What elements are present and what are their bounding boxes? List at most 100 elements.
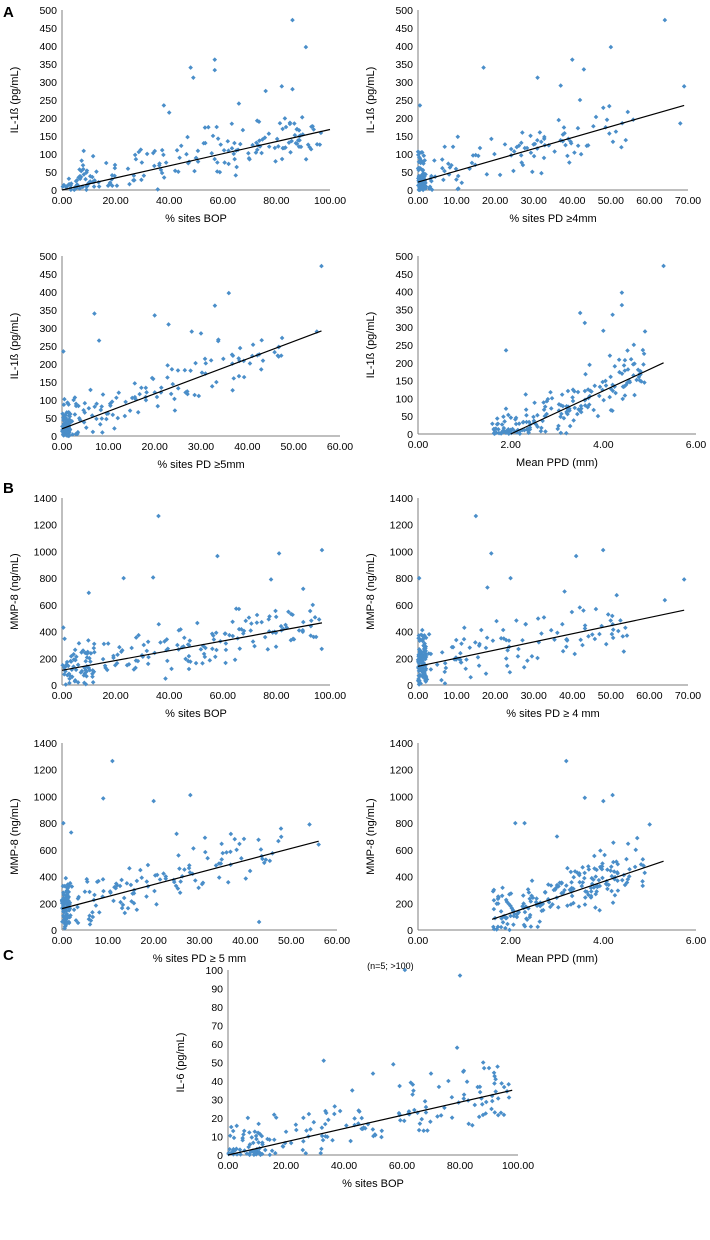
data-point — [575, 389, 581, 395]
data-point — [494, 618, 499, 624]
data-point — [163, 876, 169, 882]
data-point — [260, 1140, 265, 1145]
y-tick-label: 350 — [39, 305, 57, 317]
data-point — [202, 654, 208, 660]
data-point — [634, 835, 640, 841]
data-point — [504, 663, 510, 669]
data-point — [621, 384, 626, 390]
data-point — [186, 666, 192, 672]
data-point — [552, 887, 558, 892]
data-point — [67, 433, 72, 438]
data-point — [318, 130, 324, 136]
data-point — [498, 924, 504, 930]
data-point — [280, 126, 285, 132]
data-point — [155, 403, 161, 409]
data-point — [114, 183, 120, 189]
data-point — [68, 181, 74, 186]
x-tick-label: 60.00 — [636, 195, 662, 207]
data-point — [424, 677, 430, 682]
data-point — [67, 411, 73, 417]
x-tick-label: 100.00 — [502, 1160, 534, 1172]
data-point — [150, 376, 156, 382]
data-point — [78, 670, 84, 675]
data-point — [558, 402, 564, 408]
data-point — [129, 645, 134, 651]
y-tick-label: 250 — [395, 340, 413, 352]
x-tick-label: 50.00 — [598, 690, 624, 702]
data-point — [559, 411, 564, 417]
data-point — [470, 1122, 475, 1128]
data-point — [600, 547, 606, 553]
y-tick-label: 20 — [211, 1113, 223, 1125]
data-point — [77, 167, 82, 172]
y-tick-label: 200 — [39, 113, 57, 125]
data-point — [240, 631, 246, 636]
trend-line — [61, 330, 322, 430]
data-point — [454, 1045, 460, 1050]
data-point — [535, 424, 540, 430]
y-tick-label: 1200 — [34, 765, 58, 777]
data-point — [417, 649, 423, 655]
data-point — [495, 894, 501, 899]
data-point — [586, 864, 591, 869]
data-point — [558, 430, 564, 436]
y-tick-label: 400 — [39, 41, 57, 53]
data-point — [625, 877, 631, 882]
chart-a2: 0 50 100 150 200 250 300 350 400 450 500 0.00 10.00 2… — [365, 5, 701, 225]
data-point — [224, 850, 229, 855]
data-point — [69, 674, 75, 680]
data-point — [495, 901, 501, 906]
data-point — [495, 924, 501, 930]
data-point — [96, 184, 102, 189]
data-point — [118, 899, 123, 905]
y-tick-label: 450 — [39, 23, 57, 35]
x-tick-label: 60.00 — [636, 690, 662, 702]
data-point — [67, 901, 72, 907]
data-point — [580, 865, 585, 870]
data-point — [292, 132, 298, 138]
data-point — [428, 667, 434, 672]
data-point — [263, 88, 268, 94]
data-point — [449, 1094, 455, 1100]
data-point — [61, 349, 66, 354]
data-point — [582, 895, 588, 900]
data-point — [163, 676, 168, 681]
data-point — [446, 1078, 451, 1084]
y-tick-label: 450 — [39, 269, 57, 281]
data-point — [175, 386, 181, 391]
data-point — [541, 400, 546, 405]
data-point — [152, 390, 158, 395]
data-point — [71, 664, 76, 669]
data-point — [416, 159, 422, 165]
data-point — [199, 370, 205, 375]
data-point — [611, 840, 616, 845]
data-point — [203, 645, 208, 651]
data-point — [90, 429, 96, 435]
data-point — [278, 623, 284, 629]
data-point — [620, 634, 626, 639]
data-point — [94, 401, 99, 407]
y-tick-label: 200 — [39, 653, 57, 665]
data-point — [119, 877, 124, 883]
y-tick-label: 400 — [39, 872, 57, 884]
data-point — [546, 143, 552, 148]
data-point — [417, 673, 422, 679]
data-point — [174, 147, 180, 153]
y-tick-label: 350 — [39, 59, 57, 71]
data-point — [503, 348, 509, 353]
data-point — [476, 1114, 482, 1120]
data-point — [266, 131, 272, 137]
data-point — [435, 1114, 440, 1119]
y-tick-label: 1000 — [34, 791, 58, 803]
data-point — [92, 892, 97, 898]
data-point — [96, 878, 101, 884]
data-point — [440, 165, 445, 171]
data-point — [131, 891, 137, 896]
data-point — [241, 1132, 246, 1137]
data-point — [301, 1139, 306, 1144]
data-point — [62, 926, 67, 931]
data-point — [502, 419, 507, 424]
data-point — [582, 795, 588, 801]
data-point — [410, 1092, 415, 1097]
data-point — [254, 612, 260, 618]
